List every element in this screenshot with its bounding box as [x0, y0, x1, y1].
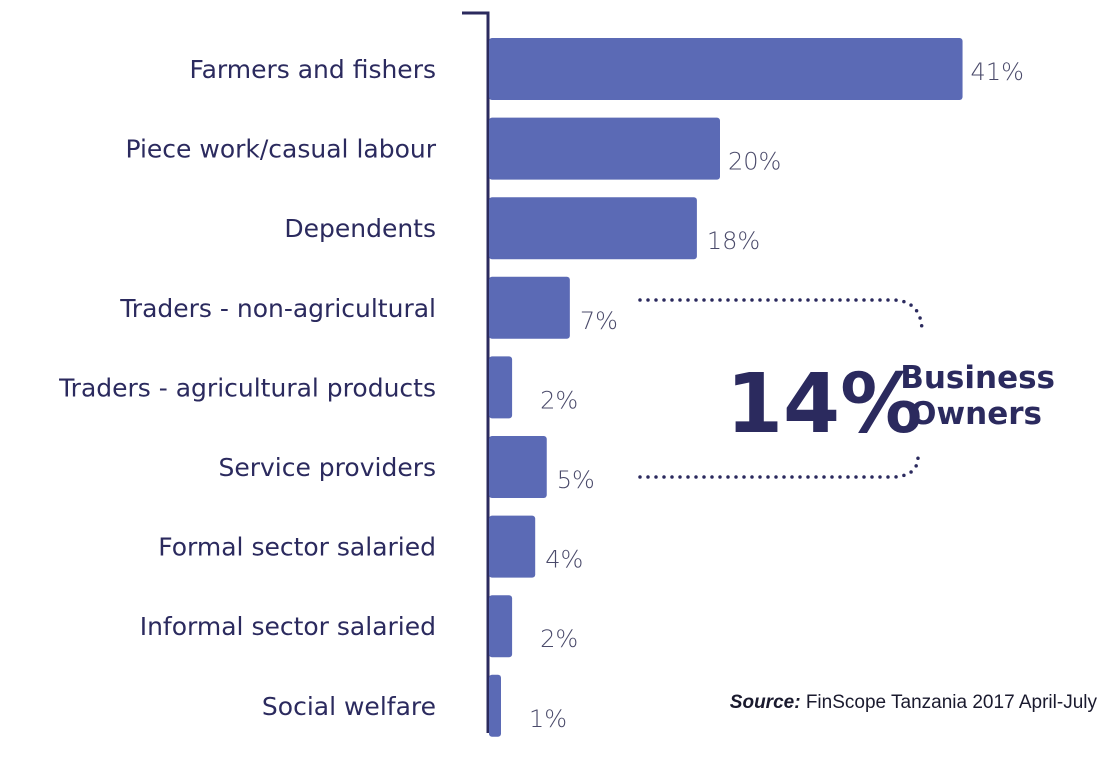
bar — [489, 595, 513, 658]
bar — [489, 356, 513, 419]
value-label: 2% — [540, 386, 578, 414]
value-label: 20% — [728, 148, 781, 176]
category-label: Social welfare — [262, 692, 436, 721]
source-prefix: Source: — [730, 692, 801, 713]
value-label: 18% — [707, 227, 760, 255]
bar — [489, 276, 570, 339]
category-axis — [462, 11, 490, 733]
category-label: Service providers — [218, 453, 436, 482]
category-label: Farmers and fishers — [189, 55, 436, 84]
annotation-bracket-top — [638, 298, 924, 334]
value-label: 2% — [540, 625, 578, 653]
category-label: Dependents — [284, 214, 436, 243]
bar — [489, 674, 501, 737]
category-label: Formal sector salaried — [158, 533, 436, 562]
annotation-label-line1: Business — [900, 360, 1055, 396]
category-label: Piece work/casual labour — [125, 135, 436, 164]
bar — [489, 436, 547, 498]
bar — [489, 117, 720, 180]
value-label: 1% — [529, 705, 567, 733]
value-label: 41% — [971, 58, 1024, 86]
value-label: 4% — [545, 546, 583, 574]
value-label: 5% — [557, 466, 595, 494]
annotation-bracket-bottom — [638, 455, 920, 479]
category-labels-layer: Farmers and fishers Piece work/casual lab… — [58, 55, 437, 721]
value-labels-layer: 41% 20% 18% 7% 2% 5% 4% 2% 1% — [529, 58, 1024, 733]
category-label: Traders - non-agricultural — [119, 294, 436, 323]
annotation-label-line2: Owners — [910, 396, 1042, 432]
category-label: Informal sector salaried — [140, 612, 436, 641]
bars-layer — [489, 38, 963, 737]
annotation-percent: 14% — [726, 357, 922, 452]
source-note: Source: FinScope Tanzania 2017 April-Jul… — [730, 692, 1098, 713]
bar — [489, 197, 697, 260]
bar — [489, 515, 536, 578]
category-label: Traders - agricultural products — [58, 373, 436, 402]
value-label: 7% — [580, 307, 618, 335]
bar — [489, 38, 963, 100]
source-text: FinScope Tanzania 2017 April-July — [806, 692, 1098, 713]
